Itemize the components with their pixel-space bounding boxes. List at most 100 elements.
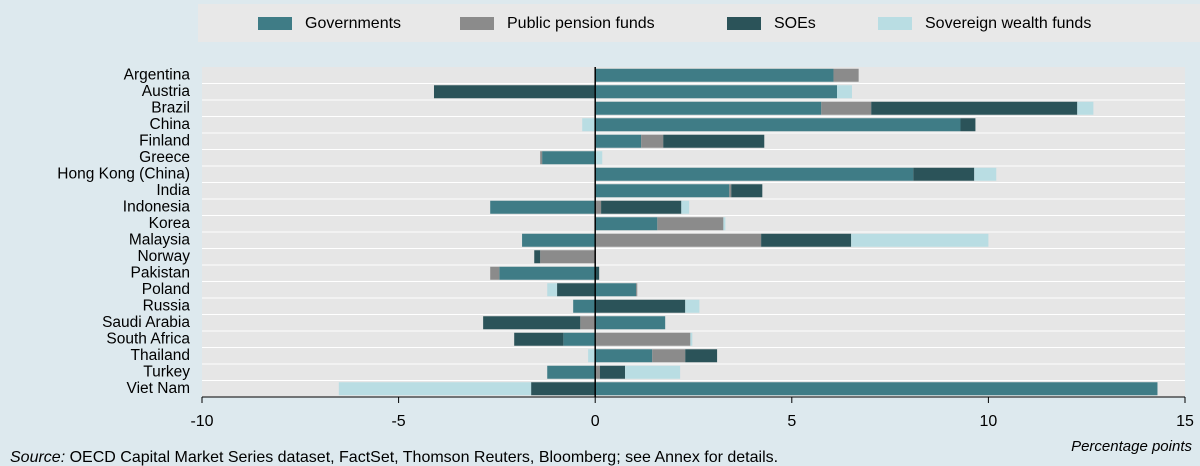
bar-segment xyxy=(595,365,600,379)
legend-label: Sovereign wealth funds xyxy=(925,15,1091,32)
bar-segment xyxy=(657,217,724,231)
y-tick-label: South Africa xyxy=(106,330,190,347)
legend-box xyxy=(198,4,1200,42)
bar-segment xyxy=(731,184,763,198)
bar-segment xyxy=(821,101,872,115)
bar-segment xyxy=(595,184,730,198)
bar-segment xyxy=(871,101,1078,115)
bar-segment xyxy=(514,332,564,346)
y-tick-label: Norway xyxy=(137,248,190,265)
bar-segment xyxy=(833,68,859,82)
bar-segment xyxy=(723,217,726,231)
bar-segment xyxy=(595,283,637,297)
bar-segment xyxy=(595,101,822,115)
source-text: OECD Capital Market Series dataset, Fact… xyxy=(70,449,778,466)
y-tick-label: Korea xyxy=(149,215,191,232)
y-tick-label: Thailand xyxy=(131,347,190,364)
bar-segment xyxy=(974,167,997,181)
legend-swatch xyxy=(258,17,292,30)
y-tick-label: India xyxy=(156,182,190,199)
bar-segment xyxy=(960,118,976,132)
bar-segment xyxy=(851,233,989,247)
bar-segment xyxy=(490,266,500,280)
y-tick-label: Saudi Arabia xyxy=(102,314,190,331)
bar-segment xyxy=(595,382,1158,396)
bar-segment xyxy=(588,349,596,363)
bar-segment xyxy=(540,151,543,165)
bar-segment xyxy=(837,85,852,99)
bar-segment xyxy=(595,316,666,330)
bar-segment xyxy=(595,134,642,148)
bar-segment xyxy=(641,134,664,148)
legend-swatch xyxy=(727,17,761,30)
bar-segment xyxy=(1077,101,1094,115)
bar-segment xyxy=(595,266,600,280)
y-tick-label: Turkey xyxy=(143,363,190,380)
legend-swatch xyxy=(878,17,912,30)
bar-segment xyxy=(685,299,700,313)
bar-segment xyxy=(595,233,762,247)
y-tick-label: Argentina xyxy=(124,66,191,83)
x-tick-label: 10 xyxy=(980,413,998,430)
bar-segment xyxy=(534,250,541,264)
bar-segment xyxy=(636,283,638,297)
bar-segment xyxy=(652,349,686,363)
x-axis-label: Percentage points xyxy=(1071,438,1192,455)
bar-segment xyxy=(690,332,693,346)
y-tick-label: Greece xyxy=(139,149,190,166)
y-tick-label: Malaysia xyxy=(129,231,191,248)
bar-segment xyxy=(595,167,914,181)
bar-segment xyxy=(595,85,838,99)
legend-label: Governments xyxy=(305,15,401,32)
bar-segment xyxy=(522,233,596,247)
bar-segment xyxy=(433,85,596,99)
bar-segment xyxy=(490,200,596,214)
bar-segment xyxy=(685,349,718,363)
source-label: Source: xyxy=(10,449,65,466)
bar-segment xyxy=(547,283,558,297)
bar-segment xyxy=(595,332,691,346)
bar-segment xyxy=(547,365,596,379)
bar-segment xyxy=(913,167,975,181)
legend-swatch xyxy=(460,17,494,30)
x-tick-label: 0 xyxy=(591,413,600,430)
bar-segment xyxy=(563,332,596,346)
bar-segment xyxy=(681,200,690,214)
bar-segment xyxy=(540,250,596,264)
y-tick-label: Brazil xyxy=(151,99,190,116)
bar-segment xyxy=(729,184,732,198)
bar-segment xyxy=(499,266,596,280)
bar-segment xyxy=(483,316,581,330)
bar-segment xyxy=(582,118,596,132)
x-tick-label: -5 xyxy=(391,413,405,430)
x-tick-label: 15 xyxy=(1176,413,1194,430)
bar-segment xyxy=(557,283,596,297)
bar-segment xyxy=(625,365,681,379)
bar-segment xyxy=(595,68,834,82)
bar-segment xyxy=(542,151,596,165)
bar-segment xyxy=(595,151,603,165)
x-tick-label: -10 xyxy=(190,413,213,430)
y-tick-label: Pakistan xyxy=(131,264,190,281)
bar-segment xyxy=(663,134,765,148)
bar-segment xyxy=(573,299,596,313)
bar-segment xyxy=(595,200,602,214)
legend-label: Public pension funds xyxy=(507,15,655,32)
bar-segment xyxy=(601,200,682,214)
y-tick-label: Indonesia xyxy=(123,198,191,215)
y-tick-label: China xyxy=(150,116,191,133)
y-tick-label: Hong Kong (China) xyxy=(57,165,190,182)
bar-segment xyxy=(580,316,596,330)
bar-segment xyxy=(338,382,532,396)
bar-segment xyxy=(531,382,596,396)
bar-segment xyxy=(761,233,852,247)
y-tick-label: Poland xyxy=(142,281,190,298)
bar-segment xyxy=(595,299,686,313)
y-tick-label: Finland xyxy=(139,132,190,149)
source-note: Source: OECD Capital Market Series datas… xyxy=(10,449,778,466)
bar-segment xyxy=(595,118,961,132)
legend-label: SOEs xyxy=(774,15,816,32)
x-tick-label: 5 xyxy=(787,413,796,430)
bar-segment xyxy=(595,217,658,231)
bar-segment xyxy=(599,365,626,379)
